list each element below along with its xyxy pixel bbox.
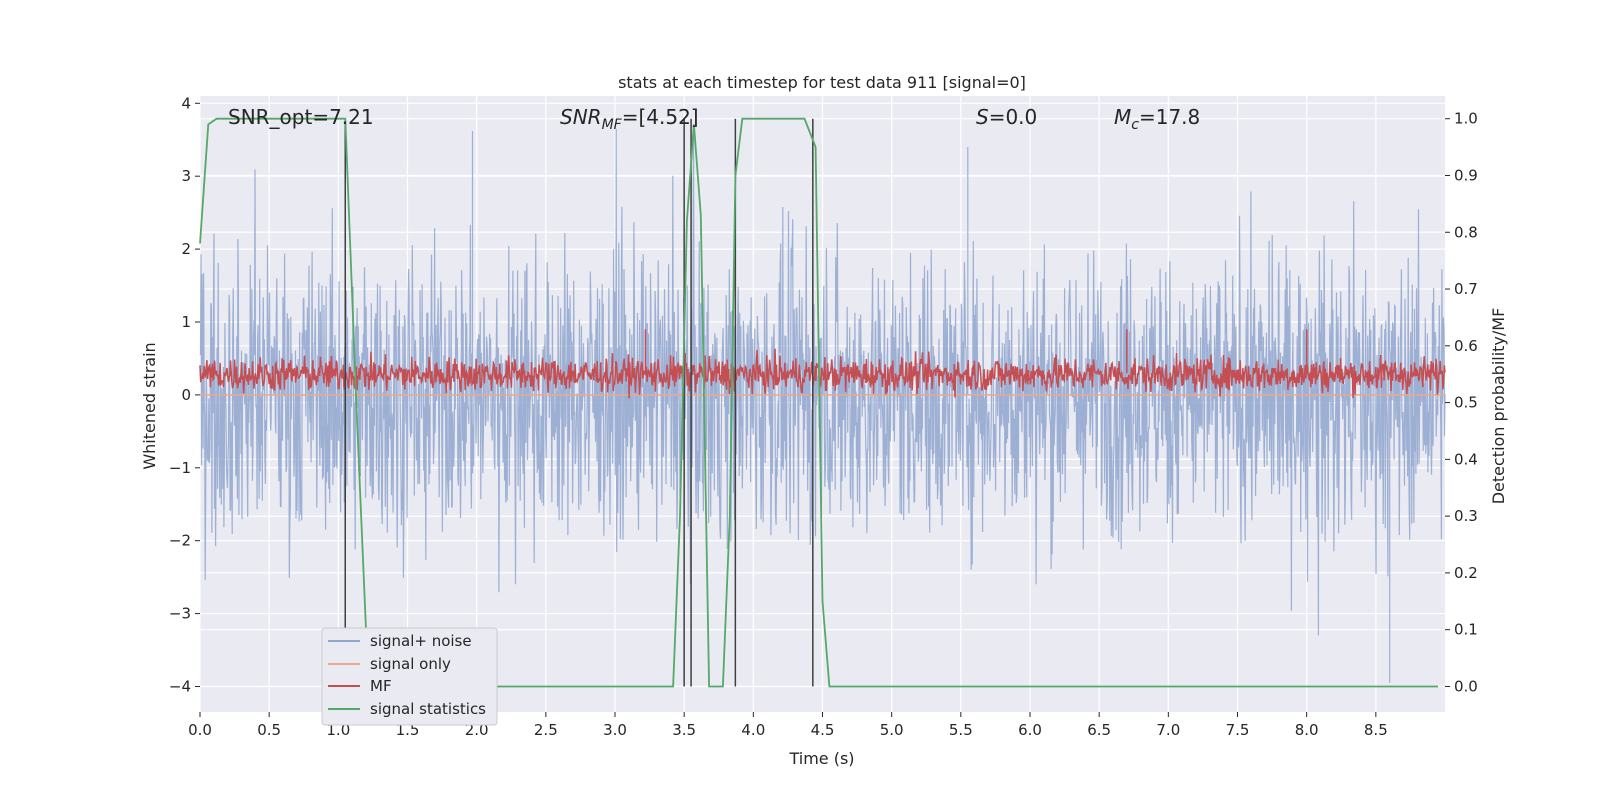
y-right-tick-label-3: 0.3 xyxy=(1454,507,1478,525)
legend-label-signal-noise: signal+ noise xyxy=(370,632,472,650)
annotation-snr-mf: SNRMF=[4.52] xyxy=(560,105,699,133)
x-tick-label-8: 4.0 xyxy=(741,721,765,739)
y-right-tick-label-8: 0.8 xyxy=(1454,223,1478,241)
mf-series xyxy=(199,329,1446,399)
chart-title: stats at each timestep for test data 911… xyxy=(618,73,1026,92)
x-tick-label-0: 0.0 xyxy=(188,721,212,739)
annotation-mc: Mc=17.8 xyxy=(1114,105,1200,133)
annotation-s: S=0.0 xyxy=(976,105,1037,129)
legend-label-mf: MF xyxy=(370,677,392,695)
y-axis-label-right: Detection probability/MF xyxy=(1489,308,1508,505)
legend-box xyxy=(321,627,498,726)
x-tick-label-14: 7.0 xyxy=(1156,721,1180,739)
x-tick-label-17: 8.5 xyxy=(1364,721,1388,739)
y-left-tick-label-0: −4 xyxy=(169,677,191,695)
x-tick-label-7: 3.5 xyxy=(672,721,696,739)
annotation-snr-opt: SNR_opt=7.21 xyxy=(228,105,374,129)
y-right-tick-label-0: 0.0 xyxy=(1454,677,1478,695)
x-tick-label-6: 3.0 xyxy=(603,721,627,739)
y-left-tick-label-2: −2 xyxy=(169,532,191,550)
y-left-tick-label-8: 4 xyxy=(181,94,191,112)
x-tick-label-1: 0.5 xyxy=(257,721,281,739)
signal-noise-series xyxy=(199,128,1446,683)
y-right-tick-label-4: 0.4 xyxy=(1454,450,1478,468)
legend: signal+ noise signal only MF signal stat… xyxy=(321,627,498,726)
x-tick-label-11: 5.5 xyxy=(949,721,973,739)
legend-label-signal-only: signal only xyxy=(370,655,451,673)
y-left-tick-label-4: 0 xyxy=(181,386,191,404)
signal-statistics-series xyxy=(199,117,1439,688)
x-tick-label-15: 7.5 xyxy=(1226,721,1250,739)
x-tick-label-16: 8.0 xyxy=(1295,721,1319,739)
y-left-tick-label-6: 2 xyxy=(181,240,191,258)
x-tick-label-12: 6.0 xyxy=(1018,721,1042,739)
mf-line xyxy=(199,329,1446,399)
y-right-tick-label-9: 0.9 xyxy=(1454,166,1478,184)
y-left-tick-label-5: 1 xyxy=(181,313,191,331)
x-tick-label-13: 6.5 xyxy=(1087,721,1111,739)
x-tick-label-10: 5.0 xyxy=(880,721,904,739)
y-left-tick-label-3: −1 xyxy=(169,459,191,477)
y-right-tick-label-1: 0.1 xyxy=(1454,621,1478,639)
x-tick-label-5: 2.5 xyxy=(534,721,558,739)
x-tick-label-9: 4.5 xyxy=(811,721,835,739)
legend-label-signal-statistics: signal statistics xyxy=(370,700,486,718)
signal-noise-line xyxy=(199,128,1446,683)
y-right-tick-label-7: 0.7 xyxy=(1454,280,1478,298)
y-axis-label-left: Whitened strain xyxy=(140,342,159,469)
y-right-tick-label-10: 1.0 xyxy=(1454,110,1478,128)
y-right-tick-label-5: 0.5 xyxy=(1454,394,1478,412)
y-right-tick-label-6: 0.6 xyxy=(1454,337,1478,355)
y-left-tick-label-7: 3 xyxy=(181,167,191,185)
signal-statistics-line xyxy=(199,117,1439,688)
x-axis-label: Time (s) xyxy=(788,749,854,768)
y-left-tick-label-1: −3 xyxy=(169,605,191,623)
y-right-tick-label-2: 0.2 xyxy=(1454,564,1478,582)
